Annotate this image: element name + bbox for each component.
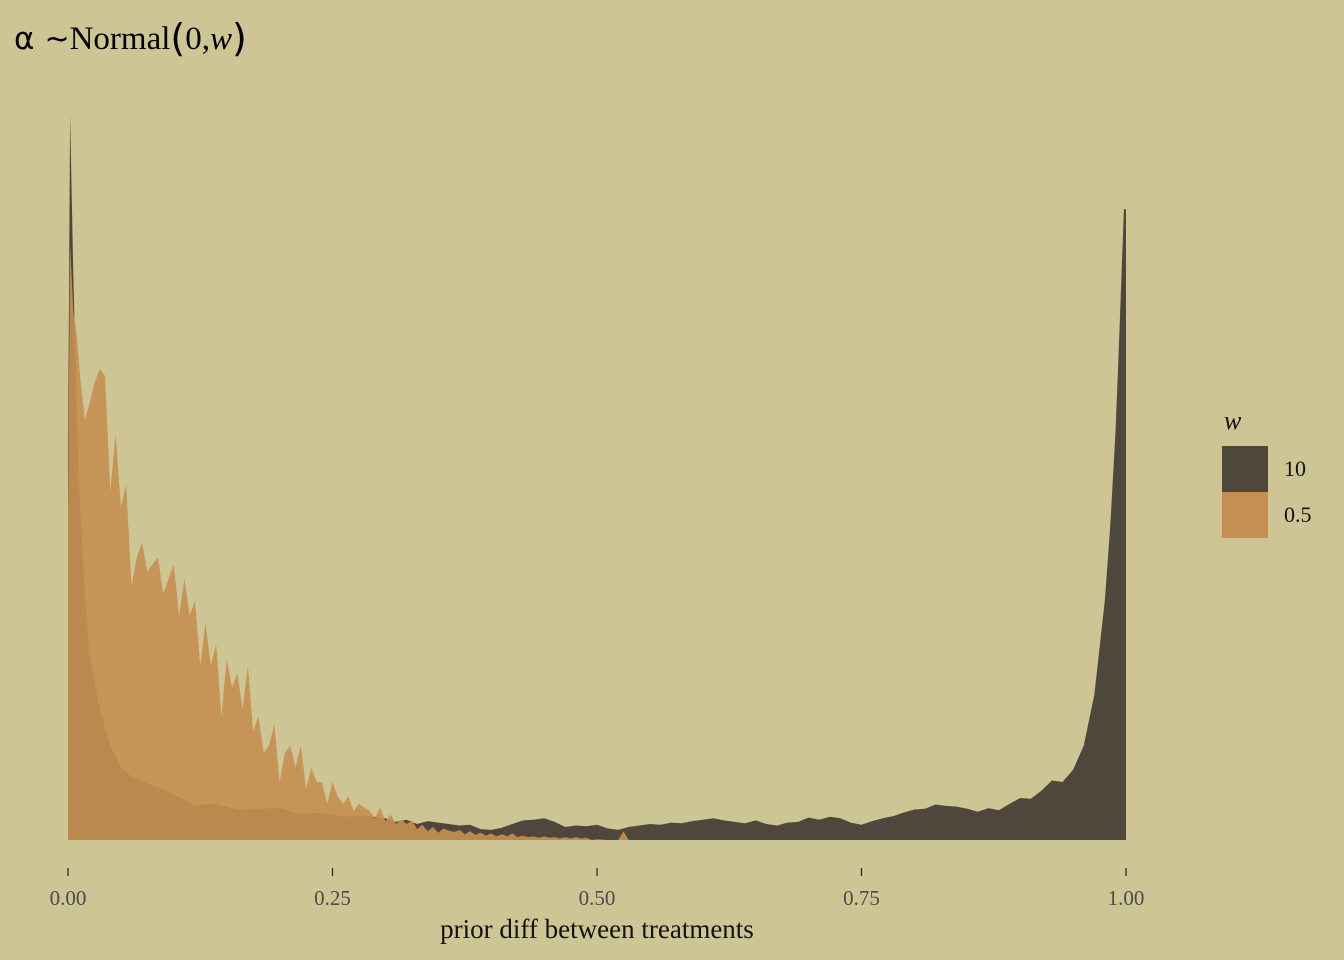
legend-item-0.5: 0.5 [1222, 492, 1312, 538]
chart-title: α ~ Normal ( 0, w ) [14, 14, 247, 60]
legend-label-0.5: 0.5 [1284, 502, 1312, 527]
title-lparen: ( [170, 16, 186, 60]
legend-title: w [1224, 406, 1242, 435]
legend-swatch-10 [1222, 446, 1268, 492]
density-areas [68, 115, 1126, 840]
title-dist: Normal [69, 21, 171, 57]
x-axis-title: prior diff between treatments [440, 914, 754, 944]
x-tick-label: 1.00 [1108, 886, 1145, 910]
x-tick-label: 0.75 [843, 886, 880, 910]
x-tick-label: 0.25 [314, 886, 351, 910]
title-arg1: w [209, 21, 232, 57]
title-rparen: ) [231, 16, 247, 60]
legend-label-10: 10 [1284, 456, 1306, 481]
legend-item-10: 10 [1222, 446, 1312, 492]
legend: w 10 0.5 [1222, 406, 1312, 538]
title-tilde: ~ [44, 22, 70, 57]
density-area-w-0.5 [68, 245, 640, 840]
x-tick-label: 0.50 [579, 886, 616, 910]
title-alpha: α [14, 21, 35, 57]
x-axis: 0.00 0.25 0.50 0.75 1.00 [50, 868, 1145, 910]
legend-swatch-0.5 [1222, 492, 1268, 538]
x-tick-label: 0.00 [50, 886, 87, 910]
title-arg0: 0, [185, 21, 210, 57]
